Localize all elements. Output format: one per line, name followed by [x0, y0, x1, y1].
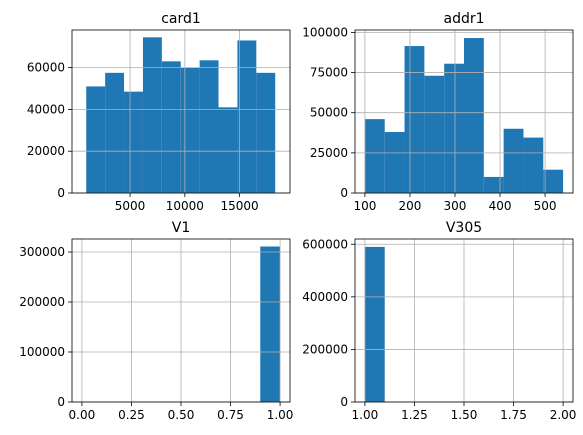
addr1-axes-frame [354, 29, 574, 194]
addr1-bar [364, 119, 385, 193]
addr1-x-tick-label: 100 [353, 199, 376, 213]
card1-x-tick-label: 10000 [166, 199, 204, 213]
v1-bar [260, 246, 281, 402]
v1-y-tick-label: 200000 [19, 295, 65, 309]
card1-bar [218, 107, 238, 193]
card1-bar [142, 37, 162, 193]
card1-axes-frame [71, 29, 291, 194]
addr1-x-tick-label: 400 [489, 199, 512, 213]
card1-bar [105, 72, 125, 193]
v305-bar [364, 246, 385, 402]
card1-bar [256, 72, 276, 193]
addr1-bar [483, 176, 504, 193]
addr1-y-tick-label: 100000 [302, 25, 348, 39]
v305-y-tick-label: 200000 [302, 342, 348, 356]
subplot-v1: 0.00 0.25 0.50 0.75 1.00 0 100000 200000 300000 V… [19, 220, 293, 422]
subplot-v305: 1.00 1.25 1.50 1.75 2.00 0 200000 400000 600000 V… [302, 220, 576, 422]
card1-title: card1 [161, 11, 201, 27]
v305-x-tick-label: 1.50 [451, 408, 478, 422]
addr1-y-tick-label: 25000 [310, 146, 348, 160]
v1-x-tick-label: 0.75 [217, 408, 244, 422]
card1-bar [124, 91, 143, 193]
v1-x-tick-label: 0.00 [69, 408, 96, 422]
addr1-bar [424, 75, 445, 193]
card1-y-tick-label: 60000 [27, 61, 65, 75]
v1-y-tick-label: 0 [57, 395, 65, 409]
addr1-x-tick-label: 200 [398, 199, 421, 213]
addr1-title: addr1 [443, 11, 484, 27]
addr1-bar [384, 131, 405, 193]
v1-y-tick-label: 300000 [19, 245, 65, 259]
addr1-x-tick-label: 300 [444, 199, 467, 213]
v1-x-tick-label: 0.50 [168, 408, 195, 422]
card1-x-tick-label: 15000 [221, 199, 259, 213]
card1-bar [237, 40, 257, 194]
v1-x-tick-label: 1.00 [267, 408, 294, 422]
addr1-y-tick-label: 75000 [310, 66, 348, 80]
v305-x-tick-label: 1.00 [352, 408, 379, 422]
addr1-y-tick-label: 50000 [310, 106, 348, 120]
addr1-bar [464, 38, 484, 193]
subplot-card1: 5000 10000 15000 0 20000 40000 60000 card1 [27, 11, 291, 213]
addr1-bar [503, 128, 524, 193]
v305-x-tick-label: 1.75 [500, 408, 527, 422]
v1-x-tick-label: 0.25 [118, 408, 145, 422]
subplot-addr1: 100 200 300 400 500 0 25000 50000 75000 100000 add… [302, 11, 574, 213]
card1-x-tick-label: 5000 [115, 199, 146, 213]
v305-x-tick-label: 1.25 [401, 408, 428, 422]
v1-title: V1 [172, 220, 190, 236]
card1-bar [86, 86, 106, 193]
addr1-x-tick-label: 500 [534, 199, 557, 213]
v305-y-tick-label: 600000 [302, 237, 348, 251]
addr1-bar [404, 46, 425, 193]
card1-y-tick-label: 0 [57, 186, 65, 200]
v305-title: V305 [446, 220, 482, 236]
card1-bar [199, 60, 219, 193]
v305-y-tick-label: 400000 [302, 290, 348, 304]
v305-x-tick-label: 2.00 [550, 408, 577, 422]
card1-bar [180, 67, 200, 193]
v305-y-tick-label: 0 [340, 395, 348, 409]
addr1-bar [523, 137, 544, 193]
v1-y-tick-label: 100000 [19, 345, 65, 359]
card1-y-tick-label: 40000 [27, 102, 65, 116]
addr1-bar [543, 169, 564, 193]
card1-y-tick-label: 20000 [27, 144, 65, 158]
addr1-bar [444, 63, 464, 193]
card1-bar [161, 61, 181, 193]
addr1-y-tick-label: 0 [340, 186, 348, 200]
